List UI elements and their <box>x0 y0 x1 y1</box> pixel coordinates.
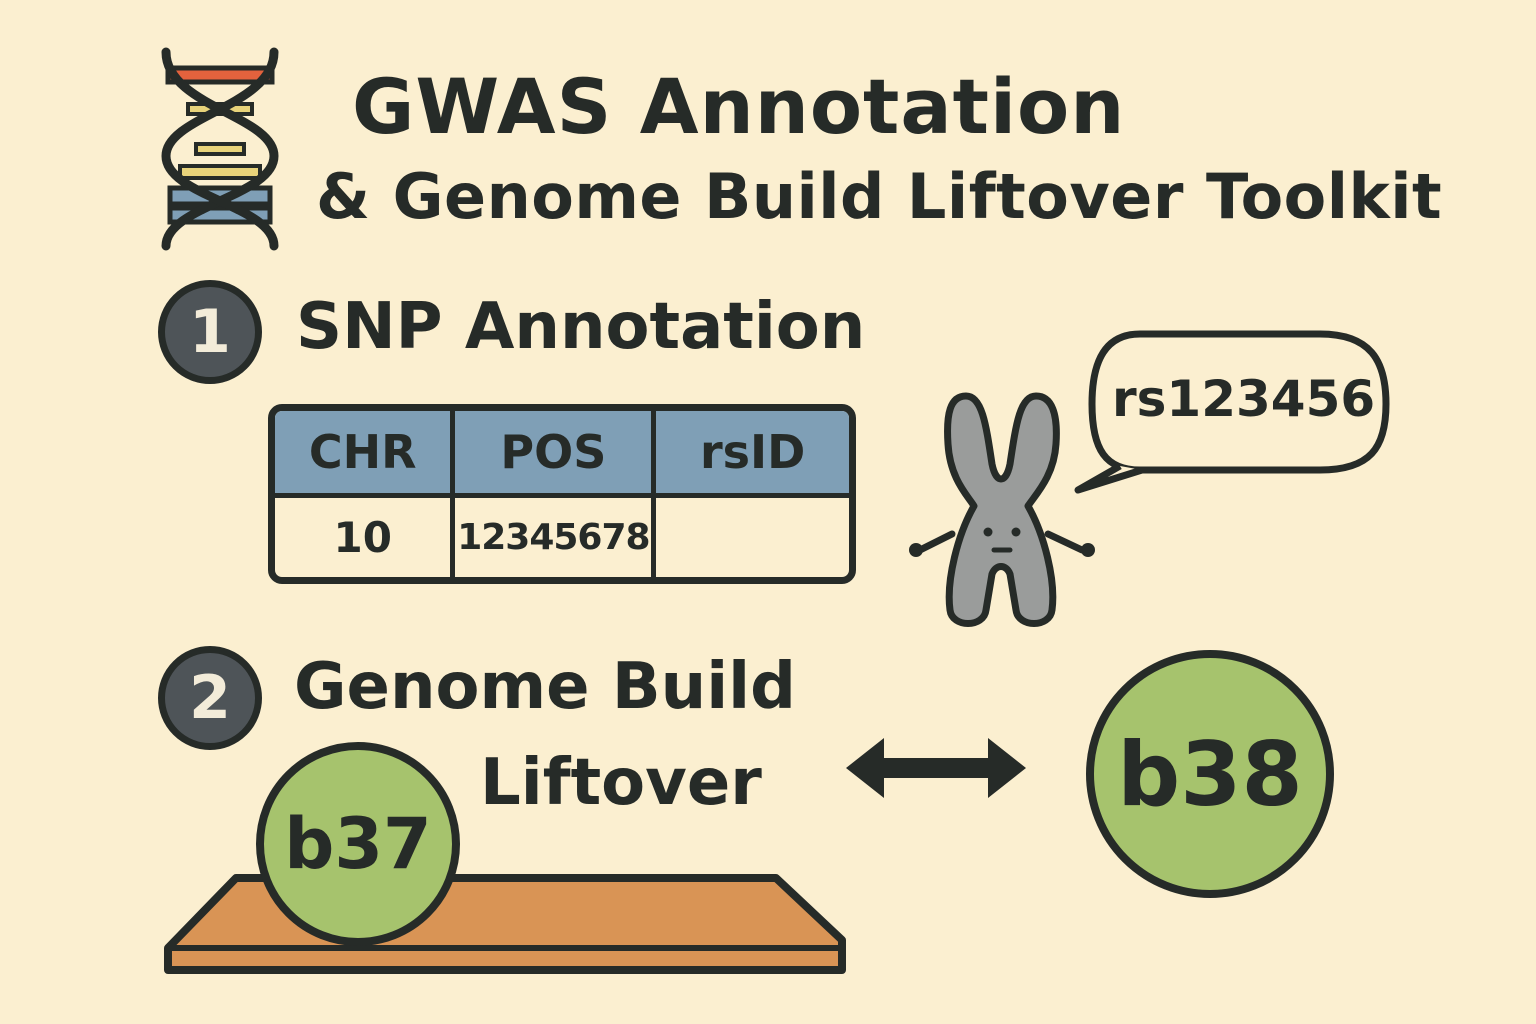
speech-bubble-icon <box>1074 330 1390 494</box>
table-cell-chr: 10 <box>275 493 456 577</box>
board-icon <box>164 874 846 974</box>
title-line-1: GWAS Annotation <box>352 62 1126 151</box>
table-header-row: CHR POS rsID <box>275 411 849 498</box>
table-cell-pos: 12345678 <box>450 493 657 577</box>
step-1-badge: 1 <box>158 280 262 384</box>
snp-table: CHR POS rsID 10 12345678 <box>268 404 856 584</box>
double-arrow-icon <box>846 738 1026 798</box>
b38-build-circle: b38 <box>1086 650 1334 898</box>
dna-helix-icon <box>161 47 279 251</box>
table-cell-rsid <box>651 493 849 577</box>
speech-bubble-text: rs123456 <box>1112 370 1376 428</box>
step-2-heading: Genome Build <box>294 650 796 724</box>
step-2-heading-line-2: Liftover <box>480 746 762 820</box>
table-header-pos: POS <box>450 411 657 498</box>
step-1-heading: SNP Annotation <box>296 290 866 364</box>
b37-build-circle: b37 <box>256 742 460 946</box>
table-header-chr: CHR <box>275 411 456 498</box>
title-line-2: & Genome Build Liftover Toolkit <box>316 160 1443 233</box>
chromosome-mascot-icon <box>909 392 1095 627</box>
table-header-rsid: rsID <box>651 411 849 498</box>
step-2-badge: 2 <box>158 646 262 750</box>
table-row: 10 12345678 <box>275 493 849 577</box>
